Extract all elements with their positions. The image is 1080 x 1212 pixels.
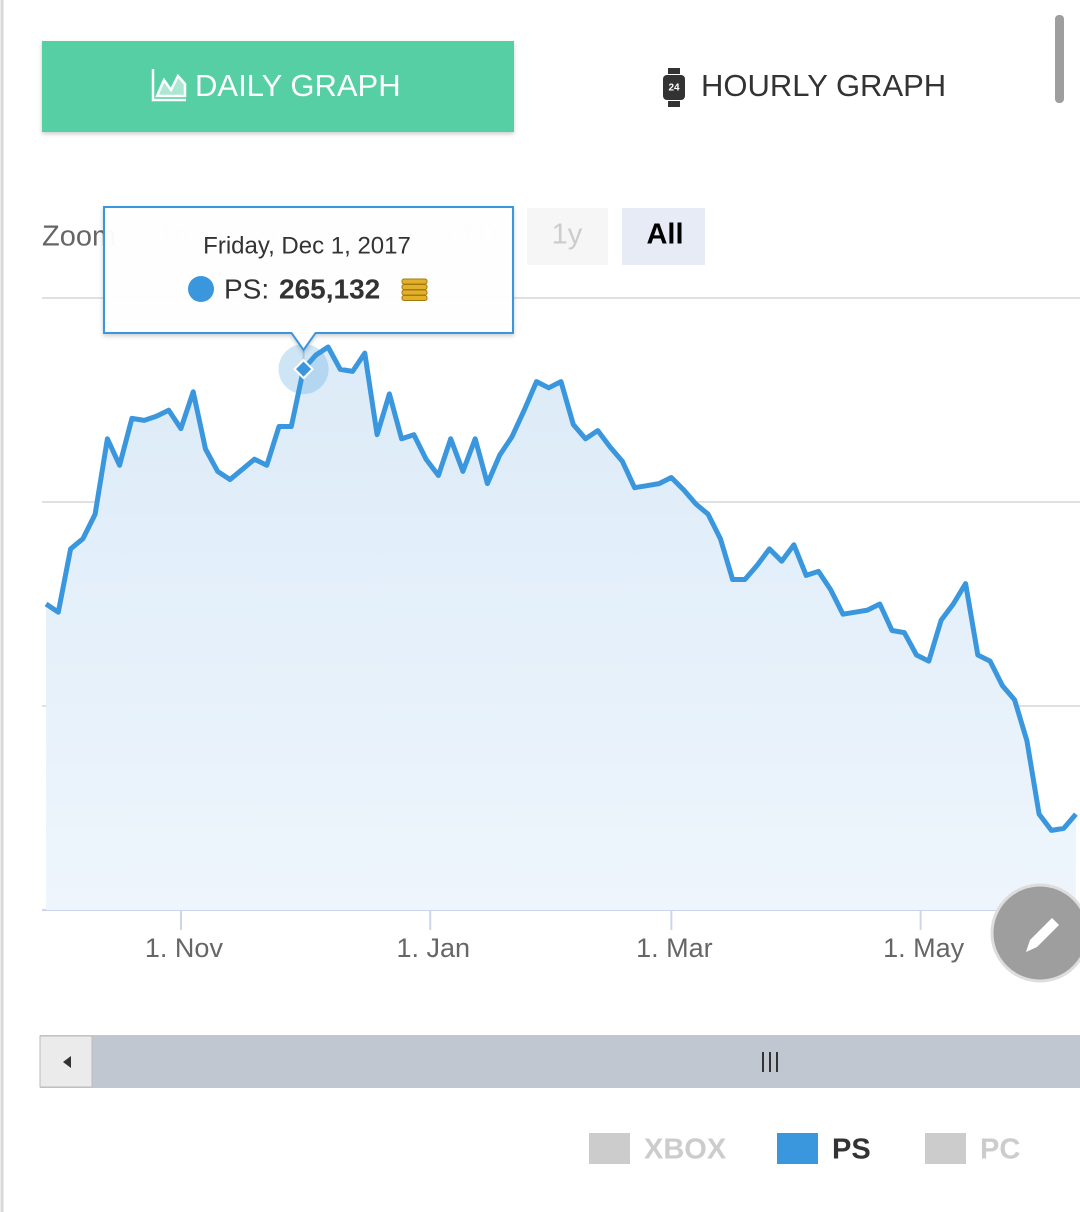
hover-marker xyxy=(293,358,314,380)
x-tick-label: 1. Jan xyxy=(396,933,470,963)
legend-item[interactable]: XBOX xyxy=(644,1134,727,1166)
svg-text:24: 24 xyxy=(668,83,680,94)
legend-item[interactable]: PC xyxy=(980,1134,1020,1166)
x-tick-label: 1. May xyxy=(883,933,965,963)
legend: XBOX PS PC xyxy=(589,1133,1020,1166)
tooltip-label: PS: xyxy=(224,273,269,304)
coin-icon xyxy=(401,278,428,285)
zoom-button[interactable]: 1y xyxy=(552,219,583,251)
legend-swatch xyxy=(589,1133,630,1164)
tab-daily[interactable] xyxy=(42,41,514,132)
x-tick-label: 1. Mar xyxy=(636,933,713,963)
coin-icon xyxy=(401,284,428,290)
hourly-icon: 24 xyxy=(663,68,685,107)
coin-icon xyxy=(401,289,428,296)
zoom-button-bg xyxy=(622,208,705,265)
legend-swatch xyxy=(777,1133,818,1164)
line xyxy=(44,344,1078,833)
legend-swatch xyxy=(925,1133,966,1164)
grip-icon xyxy=(762,1052,778,1072)
tooltip: Friday, Dec 1, 2017 PS: 265,132 xyxy=(103,206,514,352)
tooltip-dot xyxy=(188,276,214,302)
plot: 1. Nov 1. Jan 1. Mar 1. May xyxy=(42,297,1080,963)
area xyxy=(46,347,1076,910)
arrow-icon xyxy=(63,1056,71,1068)
coin-icon xyxy=(401,295,428,301)
zoom-button-bg xyxy=(527,208,608,265)
zoom-button[interactable]: All xyxy=(646,219,683,251)
daily-icon xyxy=(151,69,187,102)
tab-label: DAILY GRAPH xyxy=(195,68,401,103)
navigator-bar[interactable] xyxy=(40,1035,1080,1088)
legend-item[interactable]: PS xyxy=(832,1134,871,1166)
tooltip-value: 265,132 xyxy=(279,273,380,304)
tooltip-title: Friday, Dec 1, 2017 xyxy=(203,232,411,259)
pen-icon xyxy=(1026,918,1059,952)
tab-label[interactable]: HOURLY GRAPH xyxy=(701,68,946,103)
x-tick-label: 1. Nov xyxy=(145,933,224,963)
scrollbar xyxy=(1055,15,1064,103)
edit-button[interactable] xyxy=(990,883,1080,983)
tooltip-box xyxy=(103,206,514,352)
